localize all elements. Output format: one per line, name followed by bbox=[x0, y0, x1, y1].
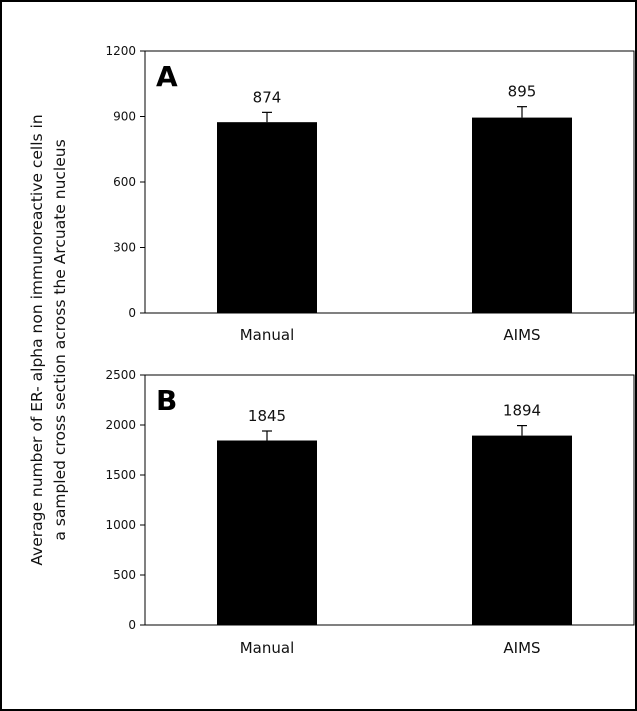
bar bbox=[472, 117, 572, 313]
panel-label: B bbox=[156, 384, 177, 417]
y-tick-label: 300 bbox=[113, 241, 136, 255]
y-tick-label: 0 bbox=[128, 306, 136, 320]
category-label: AIMS bbox=[503, 326, 540, 344]
y-axis-title: Average number of ER- alpha non immunore… bbox=[28, 114, 69, 565]
y-tick-label: 1200 bbox=[105, 44, 136, 58]
data-label: 1894 bbox=[503, 402, 541, 420]
data-label: 1845 bbox=[248, 407, 286, 425]
bar bbox=[217, 440, 317, 625]
y-tick-label: 2500 bbox=[105, 368, 136, 382]
y-tick-label: 0 bbox=[128, 618, 136, 632]
panel-a: 0 300 600 900 1200 874 Manual 895 AIMS A bbox=[105, 44, 635, 344]
y-tick-label: 2000 bbox=[105, 418, 136, 432]
y-tick-label: 500 bbox=[113, 568, 136, 582]
y-tick-label: 1000 bbox=[105, 518, 136, 532]
bar bbox=[472, 435, 572, 625]
category-label: Manual bbox=[240, 326, 295, 344]
category-label: AIMS bbox=[503, 639, 540, 657]
data-label: 895 bbox=[508, 83, 537, 101]
y-axis-title-line-1: Average number of ER- alpha non immunore… bbox=[28, 114, 46, 565]
y-tick-label: 900 bbox=[113, 110, 136, 124]
category-label: Manual bbox=[240, 639, 295, 657]
plot-area-frame bbox=[144, 374, 635, 626]
panel-b: 0 500 1000 1500 2000 2500 1845 Manual 1894 AIMS B bbox=[105, 368, 635, 657]
data-label: 874 bbox=[253, 88, 282, 106]
y-tick-label: 1500 bbox=[105, 468, 136, 482]
y-tick-label: 600 bbox=[113, 175, 136, 189]
y-axis-title-line-2: a sampled cross section across the Arcua… bbox=[51, 139, 69, 540]
bar bbox=[217, 122, 317, 313]
panel-label: A bbox=[156, 60, 178, 93]
